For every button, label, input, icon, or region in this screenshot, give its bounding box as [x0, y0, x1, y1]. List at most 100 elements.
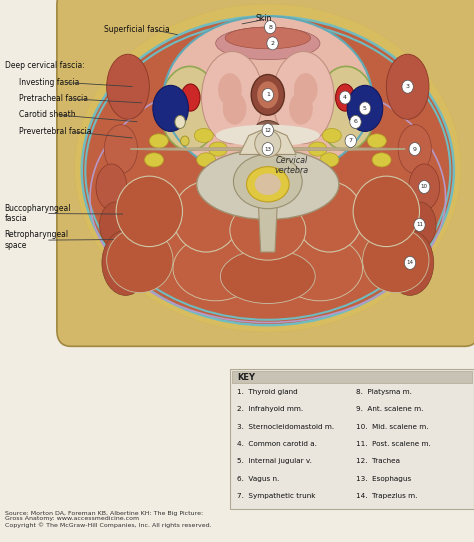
Text: 6.  Vagus n.: 6. Vagus n.	[237, 475, 279, 482]
Ellipse shape	[336, 84, 355, 111]
Ellipse shape	[225, 27, 310, 49]
Ellipse shape	[257, 81, 279, 108]
Ellipse shape	[316, 66, 375, 150]
Ellipse shape	[255, 130, 281, 157]
Text: 12.  Trachea: 12. Trachea	[356, 458, 400, 464]
Text: 14: 14	[407, 260, 413, 266]
Ellipse shape	[262, 143, 273, 156]
Text: 5: 5	[363, 106, 367, 111]
Ellipse shape	[220, 249, 315, 304]
Ellipse shape	[339, 91, 351, 104]
Text: 4: 4	[343, 95, 347, 100]
Ellipse shape	[102, 230, 149, 295]
Ellipse shape	[267, 37, 278, 50]
Ellipse shape	[71, 3, 465, 339]
Ellipse shape	[251, 74, 284, 115]
Ellipse shape	[255, 120, 281, 140]
Ellipse shape	[262, 124, 273, 137]
Text: 3: 3	[406, 84, 410, 89]
Text: 5.  Internal jugular v.: 5. Internal jugular v.	[237, 458, 312, 464]
Ellipse shape	[75, 4, 461, 332]
Text: 3.  Sternocleidomastoid m.: 3. Sternocleidomastoid m.	[237, 423, 334, 430]
Ellipse shape	[181, 136, 189, 146]
Ellipse shape	[308, 142, 327, 156]
Text: 10: 10	[421, 184, 428, 190]
Ellipse shape	[173, 236, 258, 301]
Ellipse shape	[173, 182, 239, 252]
Ellipse shape	[107, 228, 173, 293]
Text: KEY: KEY	[237, 373, 255, 382]
Text: Investing fascia: Investing fascia	[19, 78, 79, 87]
Text: Skin: Skin	[256, 15, 273, 23]
Ellipse shape	[259, 125, 276, 136]
Ellipse shape	[398, 125, 431, 173]
Ellipse shape	[216, 125, 320, 146]
Ellipse shape	[386, 230, 434, 295]
Text: Superficial fascia: Superficial fascia	[104, 25, 170, 34]
Text: 2: 2	[271, 41, 274, 46]
Ellipse shape	[327, 185, 346, 199]
Text: 1: 1	[266, 92, 270, 98]
Ellipse shape	[359, 102, 371, 115]
Text: 11.  Post. scalene m.: 11. Post. scalene m.	[356, 441, 430, 447]
Text: Buccopharyngeal
fascia: Buccopharyngeal fascia	[5, 204, 71, 223]
Ellipse shape	[201, 51, 263, 144]
Text: 6: 6	[354, 119, 357, 125]
Text: 7.  Sympathetic trunk: 7. Sympathetic trunk	[237, 493, 316, 499]
Ellipse shape	[104, 125, 137, 173]
Text: Pretracheal fascia: Pretracheal fascia	[19, 94, 88, 103]
Text: Prevertebral fascia: Prevertebral fascia	[19, 127, 91, 136]
Ellipse shape	[149, 134, 168, 148]
Ellipse shape	[273, 51, 334, 144]
Text: 9.  Ant. scalene m.: 9. Ant. scalene m.	[356, 406, 423, 412]
Ellipse shape	[145, 153, 164, 167]
Text: 12: 12	[264, 127, 271, 133]
Ellipse shape	[277, 236, 363, 301]
Ellipse shape	[294, 73, 318, 106]
Ellipse shape	[130, 147, 405, 150]
Ellipse shape	[264, 21, 276, 34]
Text: Source: Morton DA, Foreman KB, Albertine KH: The Big Picture:
Gross Anatomy: www: Source: Morton DA, Foreman KB, Albertine…	[5, 511, 211, 528]
Ellipse shape	[164, 16, 372, 179]
Ellipse shape	[346, 136, 355, 146]
Ellipse shape	[350, 115, 361, 128]
Ellipse shape	[216, 27, 320, 60]
Text: 14.  Trapezius m.: 14. Trapezius m.	[356, 493, 417, 499]
FancyBboxPatch shape	[232, 371, 472, 383]
Ellipse shape	[223, 92, 246, 125]
Ellipse shape	[75, 4, 461, 332]
Ellipse shape	[153, 85, 188, 132]
Ellipse shape	[386, 54, 429, 119]
Text: 8.  Platysma m.: 8. Platysma m.	[356, 389, 411, 395]
Ellipse shape	[419, 180, 430, 193]
Text: Retropharyngeal
space: Retropharyngeal space	[5, 230, 69, 250]
Ellipse shape	[350, 115, 361, 128]
FancyBboxPatch shape	[230, 369, 474, 509]
Ellipse shape	[409, 143, 420, 156]
Ellipse shape	[367, 134, 386, 148]
Text: 10.  Mid. scalene m.: 10. Mid. scalene m.	[356, 423, 428, 430]
Ellipse shape	[190, 185, 209, 199]
Ellipse shape	[209, 142, 228, 156]
Ellipse shape	[246, 167, 289, 202]
Ellipse shape	[197, 149, 339, 220]
FancyBboxPatch shape	[57, 0, 474, 346]
Text: 1.  Thyroid gland: 1. Thyroid gland	[237, 389, 298, 395]
Ellipse shape	[414, 218, 425, 231]
Text: 8: 8	[268, 24, 272, 30]
Ellipse shape	[218, 73, 242, 106]
Ellipse shape	[255, 173, 281, 195]
Ellipse shape	[372, 153, 391, 167]
Text: 11: 11	[416, 222, 423, 228]
Text: Deep cervical fascia:: Deep cervical fascia:	[5, 61, 84, 69]
Ellipse shape	[85, 22, 450, 320]
Ellipse shape	[100, 202, 133, 248]
Text: 9: 9	[413, 146, 417, 152]
Ellipse shape	[353, 176, 419, 247]
Ellipse shape	[363, 228, 429, 293]
Ellipse shape	[289, 92, 313, 125]
Ellipse shape	[116, 176, 182, 247]
Ellipse shape	[296, 182, 363, 252]
Ellipse shape	[233, 154, 302, 209]
Ellipse shape	[197, 153, 216, 167]
